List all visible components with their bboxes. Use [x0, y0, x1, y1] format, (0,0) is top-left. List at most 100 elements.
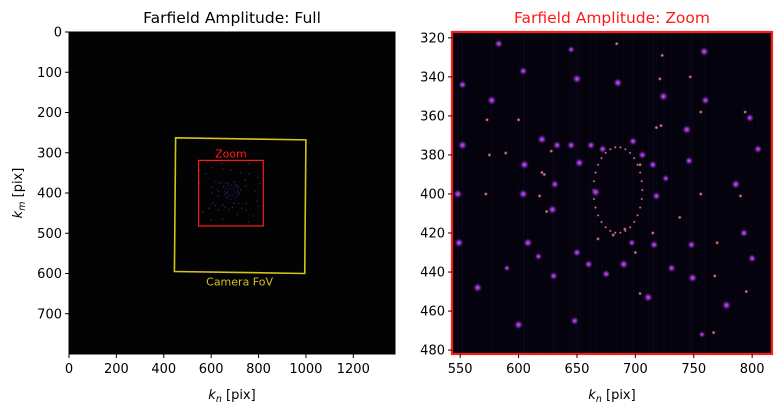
- full-spot: [252, 214, 255, 218]
- zoom-ring-dot: [628, 151, 632, 155]
- zoom-spot: [684, 156, 694, 166]
- zoom-ytick-label: 440: [420, 266, 445, 281]
- zoom-ring-dot: [640, 197, 644, 201]
- full-title: Farfield Amplitude: Full: [143, 9, 321, 27]
- full-spot: [224, 206, 227, 209]
- full-ytick-label: 100: [37, 66, 62, 81]
- full-image: [69, 32, 395, 354]
- full-ytick-label: 300: [37, 146, 62, 161]
- zoom-spot: [628, 238, 636, 247]
- zoom-ytick-label: 460: [420, 305, 445, 320]
- zoom-ring-dot: [593, 171, 598, 175]
- zoom-ring-dot: [628, 225, 632, 229]
- full-spot: [224, 181, 228, 185]
- zoom-ytick-label: 340: [420, 70, 445, 85]
- zoom-ytick-label: 480: [420, 344, 445, 359]
- zoom-spot: [618, 259, 629, 270]
- zoom-spot: [638, 150, 647, 160]
- zoom-spot: [658, 91, 669, 102]
- zoom-ring-dot: [638, 171, 642, 175]
- full-spot: [229, 168, 233, 172]
- full-spot: [255, 199, 259, 203]
- zoom-bright-spot: [637, 162, 643, 167]
- zoom-spot: [472, 282, 483, 293]
- zoom-ring-dot: [592, 179, 596, 183]
- zoom-spot: [628, 136, 638, 146]
- zoom-spot: [586, 140, 596, 150]
- zoom-spot: [687, 240, 696, 250]
- full-spot: [258, 182, 262, 186]
- full-spot: [232, 201, 236, 205]
- zoom-spot: [523, 237, 533, 248]
- zoom-spot: [513, 319, 524, 330]
- full-spot: [222, 185, 225, 188]
- zoom-spot: [572, 74, 582, 84]
- full-spot: [231, 206, 234, 209]
- zoom-spot: [584, 259, 593, 269]
- zoom-xtick-label: 700: [623, 362, 648, 377]
- zoom-bright-spot: [711, 330, 716, 335]
- full-spot: [234, 183, 238, 187]
- full-spot: [220, 161, 224, 165]
- full-spot: [257, 204, 260, 208]
- zoom-spot: [494, 39, 504, 49]
- zoom-spot: [458, 80, 467, 90]
- zoom-bright-spot: [503, 150, 508, 156]
- zoom-xtick-label: 650: [565, 362, 590, 377]
- full-spot: [239, 188, 243, 192]
- full-spot: [247, 172, 251, 175]
- zoom-spot: [613, 77, 623, 88]
- full-ticks: 0 200 400 600 800 1000 1200 0 100 200 300 400 500 600…: [37, 26, 370, 378]
- zoom-axes-frame: [450, 30, 774, 356]
- full-spot: [239, 171, 242, 175]
- zoom-bright-spot: [738, 193, 743, 199]
- zoom-bright-spot: [698, 109, 703, 115]
- full-ytick-label: 400: [37, 187, 62, 202]
- full-spot: [216, 194, 220, 198]
- zoom-bright-spot: [657, 76, 663, 82]
- full-center-ring: [226, 187, 236, 197]
- zoom-bright-spot: [544, 209, 549, 214]
- full-spot: [217, 189, 220, 193]
- zoom-spot: [601, 269, 611, 279]
- zoom-ytick-label: 360: [420, 109, 445, 124]
- zoom-ticks: 550 600 650 700 750 800 320 340 360 380 400 420 440 4…: [420, 31, 764, 377]
- full-spot: [237, 202, 240, 205]
- zoom-bright-spot: [516, 117, 521, 123]
- zoom-pattern: [453, 32, 763, 354]
- full-ytick-label: 600: [37, 267, 62, 282]
- full-spot: [204, 172, 208, 175]
- full-xtick-label: 0: [65, 362, 73, 377]
- full-spot: [210, 166, 214, 169]
- full-spot: [226, 182, 230, 186]
- zoom-xtick-label: 800: [740, 362, 765, 377]
- full-spot: [214, 180, 218, 184]
- zoom-ring-dot: [599, 220, 604, 224]
- zoom-panel: Farfield Amplitude: Zoom 550 600 650 700 750…: [420, 9, 774, 405]
- zoom-bright-spot: [650, 230, 656, 236]
- full-xtick-label: 1000: [289, 362, 322, 377]
- full-spot: [217, 181, 221, 185]
- zoom-spot: [547, 204, 558, 215]
- zoom-ring-dot: [638, 205, 642, 210]
- zoom-spot: [486, 95, 497, 106]
- zoom-spot: [457, 140, 468, 150]
- zoom-spot: [652, 191, 661, 201]
- full-spot: [220, 181, 224, 185]
- zoom-ring-dot: [632, 156, 636, 160]
- camera-fov-box: [173, 137, 307, 275]
- zoom-bright-spot: [658, 123, 664, 128]
- full-spot: [211, 185, 214, 189]
- zoom-ring-dot: [613, 145, 617, 149]
- zoom-xlabel: kn [pix]: [588, 388, 635, 405]
- zoom-title: Farfield Amplitude: Zoom: [514, 9, 710, 27]
- zoom-bright-spot: [637, 291, 643, 296]
- zoom-bright-spot: [742, 109, 748, 115]
- full-spot: [247, 220, 250, 224]
- zoom-ring-dot: [640, 179, 644, 183]
- zoom-spot: [698, 331, 706, 338]
- zoom-ring-dot: [604, 225, 608, 229]
- zoom-spot: [534, 252, 543, 261]
- zoom-spot: [753, 144, 763, 154]
- camera-fov-label: Camera FoV: [206, 276, 273, 289]
